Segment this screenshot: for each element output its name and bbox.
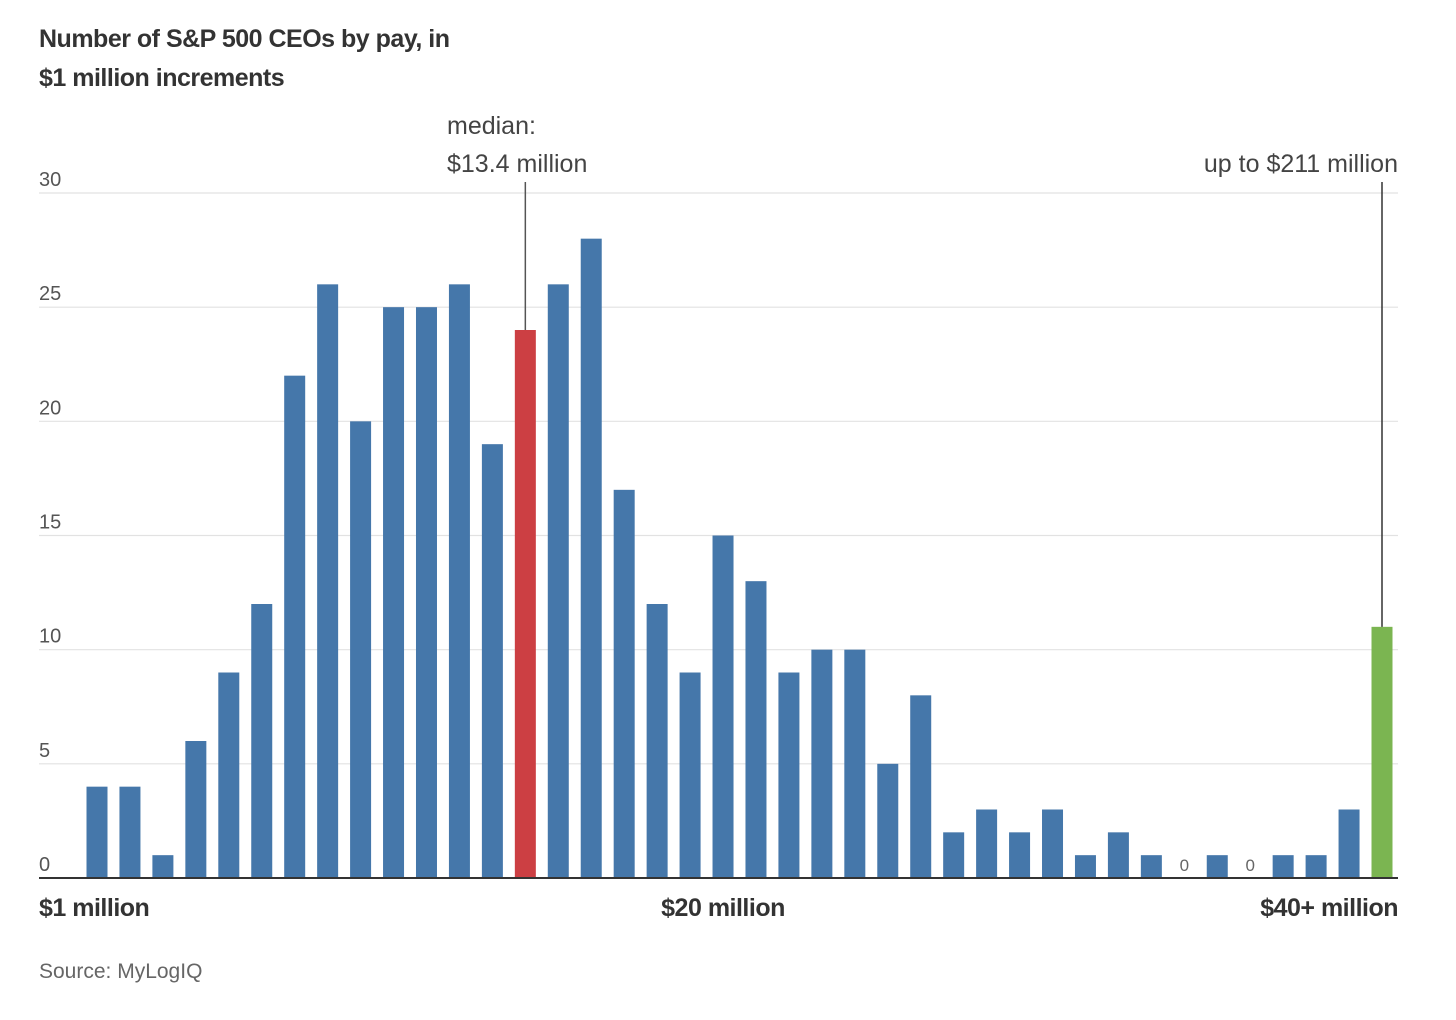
bar: [185, 741, 207, 878]
median-annotation-text: $13.4 million: [447, 150, 587, 178]
bar: [613, 489, 635, 878]
chart-title-line-1: Number of S&P 500 CEOs by pay, in: [39, 25, 450, 53]
bar: [547, 284, 569, 878]
bar: [679, 672, 701, 878]
x-tick-label: $1 million: [39, 894, 149, 922]
zero-value-label: 0: [1245, 856, 1254, 875]
bar: [251, 604, 273, 878]
bar: [1206, 855, 1228, 878]
y-tick-label: 30: [39, 169, 61, 191]
x-tick-label: $40+ million: [1260, 894, 1398, 922]
y-tick-label: 25: [39, 283, 61, 305]
bar: [778, 672, 800, 878]
bar: [152, 855, 174, 878]
bar: [1074, 855, 1096, 878]
bar: [844, 649, 866, 878]
zero-value-label: 0: [1180, 856, 1189, 875]
bar: [119, 786, 141, 878]
bar: [481, 444, 503, 878]
y-tick-label: 5: [39, 740, 50, 762]
bar: [877, 763, 899, 878]
source-note: Source: MyLogIQ: [39, 960, 203, 983]
bar: [317, 284, 339, 878]
bar: [1338, 809, 1360, 878]
bar: [1305, 855, 1327, 878]
bar: [646, 604, 668, 878]
median-annotation-text: median:: [447, 112, 536, 140]
bar: [976, 809, 998, 878]
bar: [1272, 855, 1294, 878]
bar: [448, 284, 470, 878]
bar: [910, 695, 932, 878]
bar: [580, 238, 602, 878]
bar: [1140, 855, 1162, 878]
bar: [218, 672, 240, 878]
median-bar: [514, 330, 536, 878]
bar: [943, 832, 965, 878]
bar: [350, 421, 372, 878]
bar: [1009, 832, 1031, 878]
chart-title: Number of S&P 500 CEOs by pay, in $1 mil…: [39, 20, 559, 98]
top-annotation-text: up to $211 million: [1204, 150, 1398, 178]
y-tick-label: 15: [39, 512, 61, 534]
bar: [86, 786, 108, 878]
bar: [712, 535, 734, 878]
y-tick-label: 20: [39, 397, 61, 419]
bar: [1042, 809, 1064, 878]
y-tick-label: 0: [39, 854, 50, 876]
bar: [811, 649, 833, 878]
top-bar: [1371, 626, 1393, 878]
bar: [415, 307, 437, 879]
bar: [745, 581, 767, 878]
bar: [284, 375, 306, 878]
y-tick-label: 10: [39, 626, 61, 648]
bar: [1107, 832, 1129, 878]
chart-title-line-2: $1 million increments: [39, 64, 285, 92]
bar: [383, 307, 405, 879]
x-tick-label: $20 million: [661, 894, 785, 922]
